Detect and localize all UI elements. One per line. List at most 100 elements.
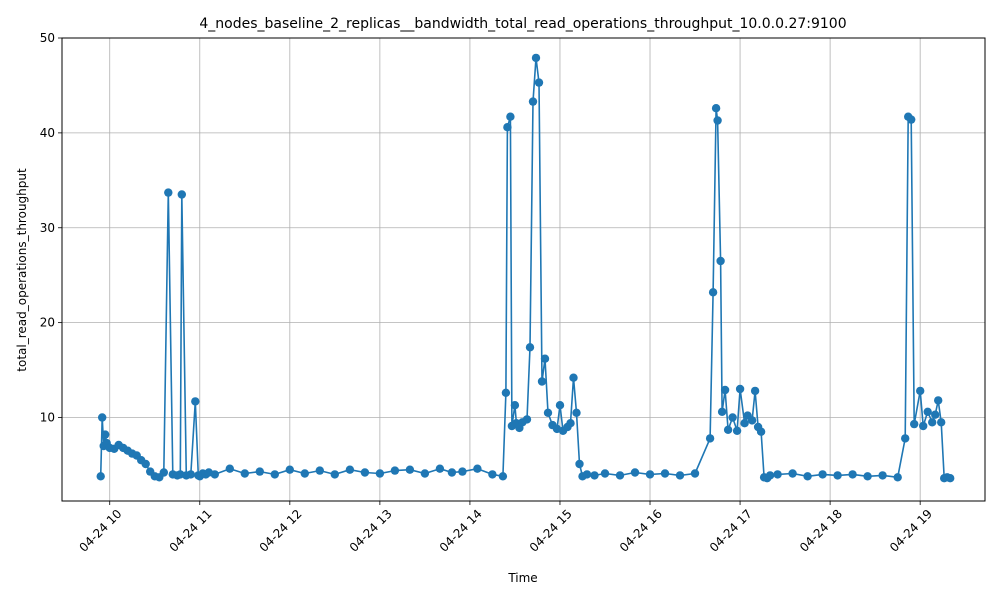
data-point <box>848 470 857 479</box>
data-point <box>473 464 482 473</box>
data-point <box>186 470 195 479</box>
y-tick-label: 10 <box>40 411 55 425</box>
data-point <box>773 470 782 479</box>
data-point <box>177 190 186 199</box>
series-line <box>99 57 951 480</box>
x-tick-label: 04-24 15 <box>527 507 575 555</box>
data-point <box>522 415 532 424</box>
data-point <box>747 416 757 425</box>
data-point <box>501 388 511 397</box>
data-point <box>756 427 766 436</box>
chart-title: 4_nodes_baseline_2_replicas__bandwidth_t… <box>199 16 846 32</box>
x-tick-label: 04-24 10 <box>77 507 125 555</box>
data-point <box>531 53 541 63</box>
data-point <box>225 464 234 473</box>
data-point <box>893 473 902 482</box>
data-point <box>420 469 430 478</box>
data-point <box>488 470 497 479</box>
data-point <box>537 377 547 386</box>
data-point <box>159 468 168 477</box>
y-tick-label: 20 <box>40 316 55 330</box>
data-point <box>255 467 264 476</box>
data-point <box>630 468 640 477</box>
data-point <box>934 396 943 405</box>
data-point <box>345 465 355 474</box>
data-point <box>916 386 925 396</box>
data-point <box>907 115 916 124</box>
data-point <box>540 354 550 363</box>
data-point <box>735 384 745 394</box>
data-point <box>705 434 715 443</box>
grid-lines <box>62 37 985 501</box>
data-point <box>713 116 722 125</box>
data-point <box>923 407 932 416</box>
data-point <box>590 471 599 480</box>
data-point <box>510 401 520 410</box>
data-point <box>818 470 827 479</box>
data-point <box>803 472 812 481</box>
data-point <box>447 468 457 477</box>
data-point <box>690 469 700 478</box>
axes-frame <box>61 37 986 502</box>
data-point <box>910 419 919 429</box>
data-point <box>503 123 512 132</box>
data-point <box>360 468 370 477</box>
data-point <box>210 470 219 479</box>
x-tick-label: 04-24 11 <box>167 507 215 555</box>
data-point <box>315 466 324 475</box>
data-point <box>788 469 797 478</box>
data-point <box>863 472 872 481</box>
data-point <box>740 419 749 428</box>
data-point <box>937 418 946 427</box>
data-point <box>931 410 940 419</box>
data-point <box>720 385 730 395</box>
data-point <box>919 421 928 431</box>
x-tick-label: 04-24 16 <box>617 507 665 555</box>
data-point <box>878 471 887 480</box>
data-point <box>717 407 727 416</box>
data-point <box>600 469 610 478</box>
data-point <box>555 401 565 410</box>
x-tick-label: 04-24 14 <box>437 507 485 555</box>
y-tick-label: 30 <box>40 221 55 235</box>
data-point <box>928 418 937 427</box>
data-point <box>572 408 581 417</box>
data-point <box>543 408 553 417</box>
data-point <box>675 471 685 480</box>
data-point <box>534 78 544 87</box>
data-point <box>96 472 105 481</box>
data-point <box>405 465 415 474</box>
data-point <box>191 397 200 406</box>
data-point <box>390 466 400 475</box>
data-point <box>285 465 294 474</box>
data-point <box>582 470 592 479</box>
data-point <box>750 386 760 396</box>
x-tick-label: 04-24 13 <box>347 507 395 555</box>
data-point <box>528 97 538 106</box>
data-point <box>101 430 110 439</box>
data-point <box>615 471 625 480</box>
data-point <box>723 425 733 434</box>
data-point <box>728 413 737 422</box>
x-tick-label: 04-24 19 <box>887 507 935 555</box>
data-point <box>525 343 535 352</box>
data-point <box>375 469 385 478</box>
data-point <box>765 471 775 480</box>
data-point <box>708 288 718 297</box>
data-point <box>901 434 910 443</box>
data-point <box>300 469 309 478</box>
data-point <box>645 470 655 479</box>
data-point <box>240 469 249 478</box>
data-point <box>435 464 445 473</box>
series-line-group <box>96 53 955 483</box>
data-point <box>498 472 508 481</box>
data-point <box>141 459 150 469</box>
data-point <box>711 104 721 113</box>
data-point <box>569 373 578 382</box>
data-point <box>270 470 279 479</box>
y-axis-label: total_read_operations_throughput <box>15 168 29 372</box>
data-point <box>506 112 515 121</box>
data-point <box>458 467 467 476</box>
x-tick-label: 04-24 18 <box>797 507 845 555</box>
data-point <box>660 469 670 478</box>
